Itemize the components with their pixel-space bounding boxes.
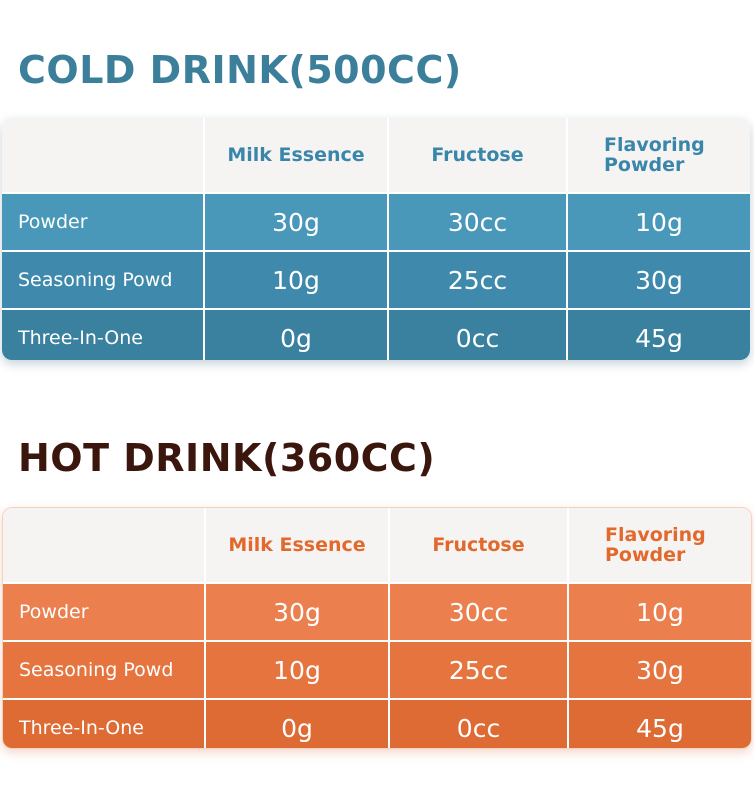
row-label: Powder xyxy=(2,192,205,251)
table-corner-cell xyxy=(3,508,206,583)
row-label: Seasoning Powd xyxy=(3,640,206,699)
cold-drink-table: Milk Essence Fructose Flavoring Powder P… xyxy=(2,118,750,360)
table-cell: 10g xyxy=(568,582,751,641)
column-header-flavoring-powder: Flavoring Powder xyxy=(567,118,750,193)
hot-drink-table: Milk Essence Fructose Flavoring Powder P… xyxy=(3,508,751,748)
table-cell: 10g xyxy=(205,640,390,699)
table-cell: 45g xyxy=(567,308,750,360)
table-cell: 25cc xyxy=(389,640,569,699)
table-header-row: Milk Essence Fructose Flavoring Powder xyxy=(2,118,750,193)
table-cell: 45g xyxy=(568,698,751,748)
row-label: Three-In-One xyxy=(3,698,206,748)
column-header-flavoring-powder: Flavoring Powder xyxy=(568,508,751,583)
table-row: Three-In-One 0g 0cc 45g xyxy=(2,308,750,360)
hot-drink-title: HOT DRINK(360CC) xyxy=(18,436,436,480)
table-cell: 0cc xyxy=(389,698,569,748)
row-label: Powder xyxy=(3,582,206,641)
table-cell: 0g xyxy=(204,308,389,360)
row-label: Seasoning Powd xyxy=(2,250,205,309)
table-cell: 25cc xyxy=(388,250,568,309)
table-cell: 30cc xyxy=(389,582,569,641)
cold-drink-table-card: Milk Essence Fructose Flavoring Powder P… xyxy=(2,118,750,360)
table-cell: 30g xyxy=(204,192,389,251)
table-header-row: Milk Essence Fructose Flavoring Powder xyxy=(3,508,751,583)
column-header-milk-essence: Milk Essence xyxy=(205,508,390,583)
cold-drink-title: COLD DRINK(500CC) xyxy=(18,48,462,92)
table-cell: 30g xyxy=(567,250,750,309)
table-row: Powder 30g 30cc 10g xyxy=(2,192,750,251)
column-header-fructose: Fructose xyxy=(388,118,568,193)
table-cell: 30cc xyxy=(388,192,568,251)
table-cell: 0g xyxy=(205,698,390,748)
hot-drink-table-card: Milk Essence Fructose Flavoring Powder P… xyxy=(2,507,752,749)
table-row: Seasoning Powd 10g 25cc 30g xyxy=(2,250,750,309)
row-label: Three-In-One xyxy=(2,308,205,360)
table-cell: 30g xyxy=(205,582,390,641)
table-row: Three-In-One 0g 0cc 45g xyxy=(3,698,751,748)
table-row: Powder 30g 30cc 10g xyxy=(3,582,751,641)
table-cell: 30g xyxy=(568,640,751,699)
table-cell: 10g xyxy=(204,250,389,309)
table-cell: 0cc xyxy=(388,308,568,360)
table-corner-cell xyxy=(2,118,205,193)
column-header-fructose: Fructose xyxy=(389,508,569,583)
table-cell: 10g xyxy=(567,192,750,251)
column-header-milk-essence: Milk Essence xyxy=(204,118,389,193)
table-row: Seasoning Powd 10g 25cc 30g xyxy=(3,640,751,699)
